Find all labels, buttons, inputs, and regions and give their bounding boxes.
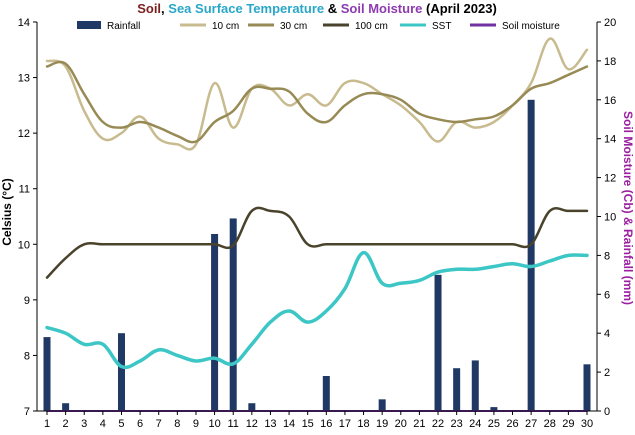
chart-title-part: (April 2023): [422, 1, 496, 16]
y2-tick-label: 14: [604, 134, 616, 146]
y2-tick-label: 10: [604, 212, 616, 224]
rainfall-bar: [471, 360, 479, 411]
rainfall-bar: [211, 234, 219, 411]
y2-tick-label: 8: [604, 250, 610, 262]
x-tick-label: 23: [451, 418, 463, 430]
legend-label: SST: [432, 21, 451, 32]
y-tick-label: 12: [18, 128, 30, 140]
30-cm-line: [45, 60, 589, 144]
rainfall-bar: [322, 375, 330, 411]
x-tick-label: 20: [395, 418, 407, 430]
x-tick-label: 12: [246, 418, 258, 430]
y2-tick-label: 16: [604, 95, 616, 107]
sst-line: [45, 250, 589, 370]
y-tick-label: 8: [24, 350, 30, 362]
x-tick-label: 18: [357, 418, 369, 430]
legend-label: Rainfall: [107, 21, 140, 32]
y-tick-label: 13: [18, 73, 30, 85]
x-tick-label: 2: [63, 418, 69, 430]
rainfall-bar: [117, 333, 125, 411]
rainfall-bar: [583, 364, 591, 411]
x-tick-label: 4: [100, 418, 106, 430]
x-tick-label: 17: [339, 418, 351, 430]
chart-title-part: ,: [161, 1, 168, 16]
x-tick-label: 26: [506, 418, 518, 430]
y-tick-label: 14: [18, 17, 30, 29]
y-axis-title: Celsius (°C): [0, 178, 14, 245]
y-tick-label: 11: [19, 184, 30, 196]
y2-axis-title: Soil Moisture (Cb) & Rainfall (mm): [621, 111, 635, 305]
x-tick-label: 27: [525, 418, 537, 430]
rainfall-bar: [453, 368, 461, 411]
rainfall-bar: [62, 403, 70, 411]
legend-layer: Rainfall 10 cm 30 cm 100 cm SST Soil moisture: [77, 21, 560, 32]
bars-layer: [43, 99, 591, 412]
legend-label: Soil moisture: [502, 21, 560, 32]
x-tick-label: 25: [488, 418, 500, 430]
y2-tick-label: 2: [604, 367, 610, 379]
x-tick-label: 3: [81, 418, 87, 430]
x-tick-label: 9: [193, 418, 199, 430]
rainfall-bar: [43, 337, 51, 411]
legend-label: 100 cm: [355, 21, 388, 32]
chart-title: Soil, Sea Surface Temperature & Soil Moi…: [137, 1, 497, 16]
x-tick-label: 21: [413, 418, 425, 430]
x-tick-label: 22: [432, 418, 444, 430]
x-tick-label: 28: [544, 418, 556, 430]
x-tick-label: 24: [469, 418, 481, 430]
rainfall-bar: [229, 218, 237, 411]
100-cm-line: [45, 206, 589, 279]
legend-swatch-rainfall: [77, 21, 101, 29]
x-tick-label: 8: [174, 418, 180, 430]
y2-tick-label: 18: [604, 56, 616, 68]
y2-tick-label: 6: [604, 289, 610, 301]
y-tick-label: 9: [24, 295, 30, 307]
rainfall-bar: [248, 403, 256, 411]
chart-title-part: Soil: [137, 1, 161, 16]
x-tick-label: 13: [264, 418, 276, 430]
y-tick-label: 7: [24, 406, 30, 418]
legend-label: 30 cm: [280, 21, 307, 32]
rainfall-bar: [378, 399, 386, 411]
rainfall-bar: [490, 407, 498, 411]
rainfall-bar: [527, 99, 535, 412]
x-tick-label: 1: [44, 418, 50, 430]
x-tick-label: 7: [156, 418, 162, 430]
chart-title-part: Sea Surface Temperature: [168, 1, 324, 16]
x-tick-label: 5: [118, 418, 124, 430]
x-tick-label: 6: [137, 418, 143, 430]
x-tick-label: 15: [302, 418, 314, 430]
y2-tick-label: 20: [604, 17, 616, 29]
x-tick-label: 29: [562, 418, 574, 430]
rainfall-bar: [434, 274, 442, 411]
x-tick-label: 10: [208, 418, 220, 430]
chart-title-part: Soil Moisture: [341, 1, 423, 16]
y-tick-label: 10: [18, 239, 30, 251]
y2-tick-label: 0: [604, 406, 610, 418]
y2-tick-label: 12: [604, 173, 616, 185]
x-tick-label: 16: [320, 418, 332, 430]
y2-tick-label: 4: [604, 328, 610, 340]
x-tick-label: 30: [581, 418, 593, 430]
x-tick-label: 19: [376, 418, 388, 430]
x-tick-label: 14: [283, 418, 295, 430]
legend-label: 10 cm: [212, 21, 239, 32]
x-tick-label: 11: [227, 418, 238, 430]
lines-layer: [45, 37, 589, 412]
10-cm-line: [45, 37, 589, 151]
chart-title-part: &: [324, 1, 341, 16]
